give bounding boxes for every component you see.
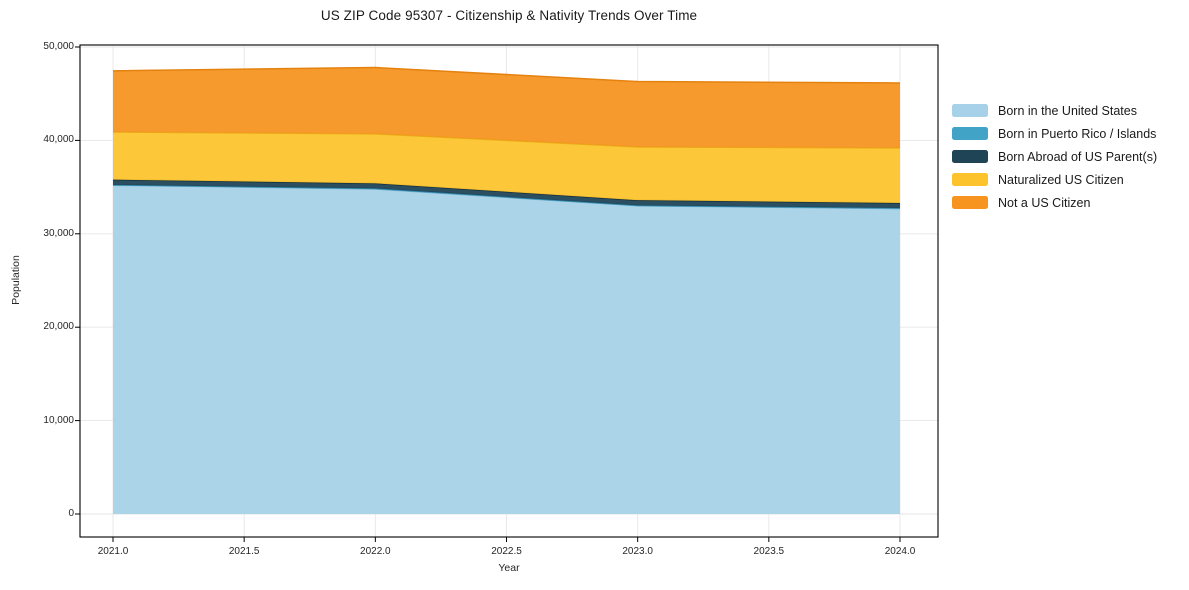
- x-tick-label: 2023.0: [622, 546, 653, 557]
- legend-label: Born in Puerto Rico / Islands: [998, 126, 1157, 141]
- stacked-areas: [112, 66, 901, 514]
- legend: Born in the United States Born in Puerto…: [952, 104, 1157, 219]
- y-tick-label: 0: [68, 508, 74, 519]
- y-tick-label: 50,000: [43, 41, 74, 52]
- x-tick-label: 2021.5: [228, 546, 260, 557]
- y-tick-label: 40,000: [43, 134, 74, 146]
- y-tick-label: 10,000: [43, 414, 74, 426]
- x-tick-label: 2024.0: [884, 546, 916, 557]
- y-tick-label: 20,000: [43, 321, 74, 333]
- legend-item: Born in the United States: [952, 103, 1157, 118]
- legend-item: Not a US Citizen: [952, 195, 1157, 210]
- legend-label: Not a US Citizen: [998, 195, 1091, 210]
- legend-item: Naturalized US Citizen: [952, 172, 1157, 187]
- legend-label: Born Abroad of US Parent(s): [998, 149, 1158, 164]
- x-tick-label: 2022.5: [491, 546, 522, 557]
- x-tick-label: 2022.0: [360, 546, 391, 557]
- legend-item: Born in Puerto Rico / Islands: [952, 126, 1157, 141]
- legend-swatch-puerto-rico: [952, 127, 988, 140]
- legend-label: Naturalized US Citizen: [998, 172, 1124, 187]
- y-tick-label: 30,000: [43, 227, 74, 239]
- x-tick-label: 2023.5: [753, 546, 785, 557]
- chart-title: US ZIP Code 95307 - Citizenship & Nativi…: [320, 8, 698, 23]
- legend-swatch-born-abroad: [952, 150, 988, 163]
- area-0: [113, 185, 900, 514]
- area-edge-4: [112, 66, 901, 84]
- x-axis-label: Year: [498, 562, 520, 574]
- legend-swatch-born-us: [952, 104, 988, 117]
- axes: [75, 44, 939, 542]
- legend-item: Born Abroad of US Parent(s): [952, 149, 1158, 164]
- legend-swatch-not-citizen: [952, 196, 988, 209]
- x-tick-label: 2021.0: [97, 546, 129, 557]
- area-4: [113, 67, 900, 148]
- legend-swatch-naturalized: [952, 173, 988, 186]
- legend-label: Born in the United States: [998, 103, 1137, 118]
- area-3: [113, 131, 900, 203]
